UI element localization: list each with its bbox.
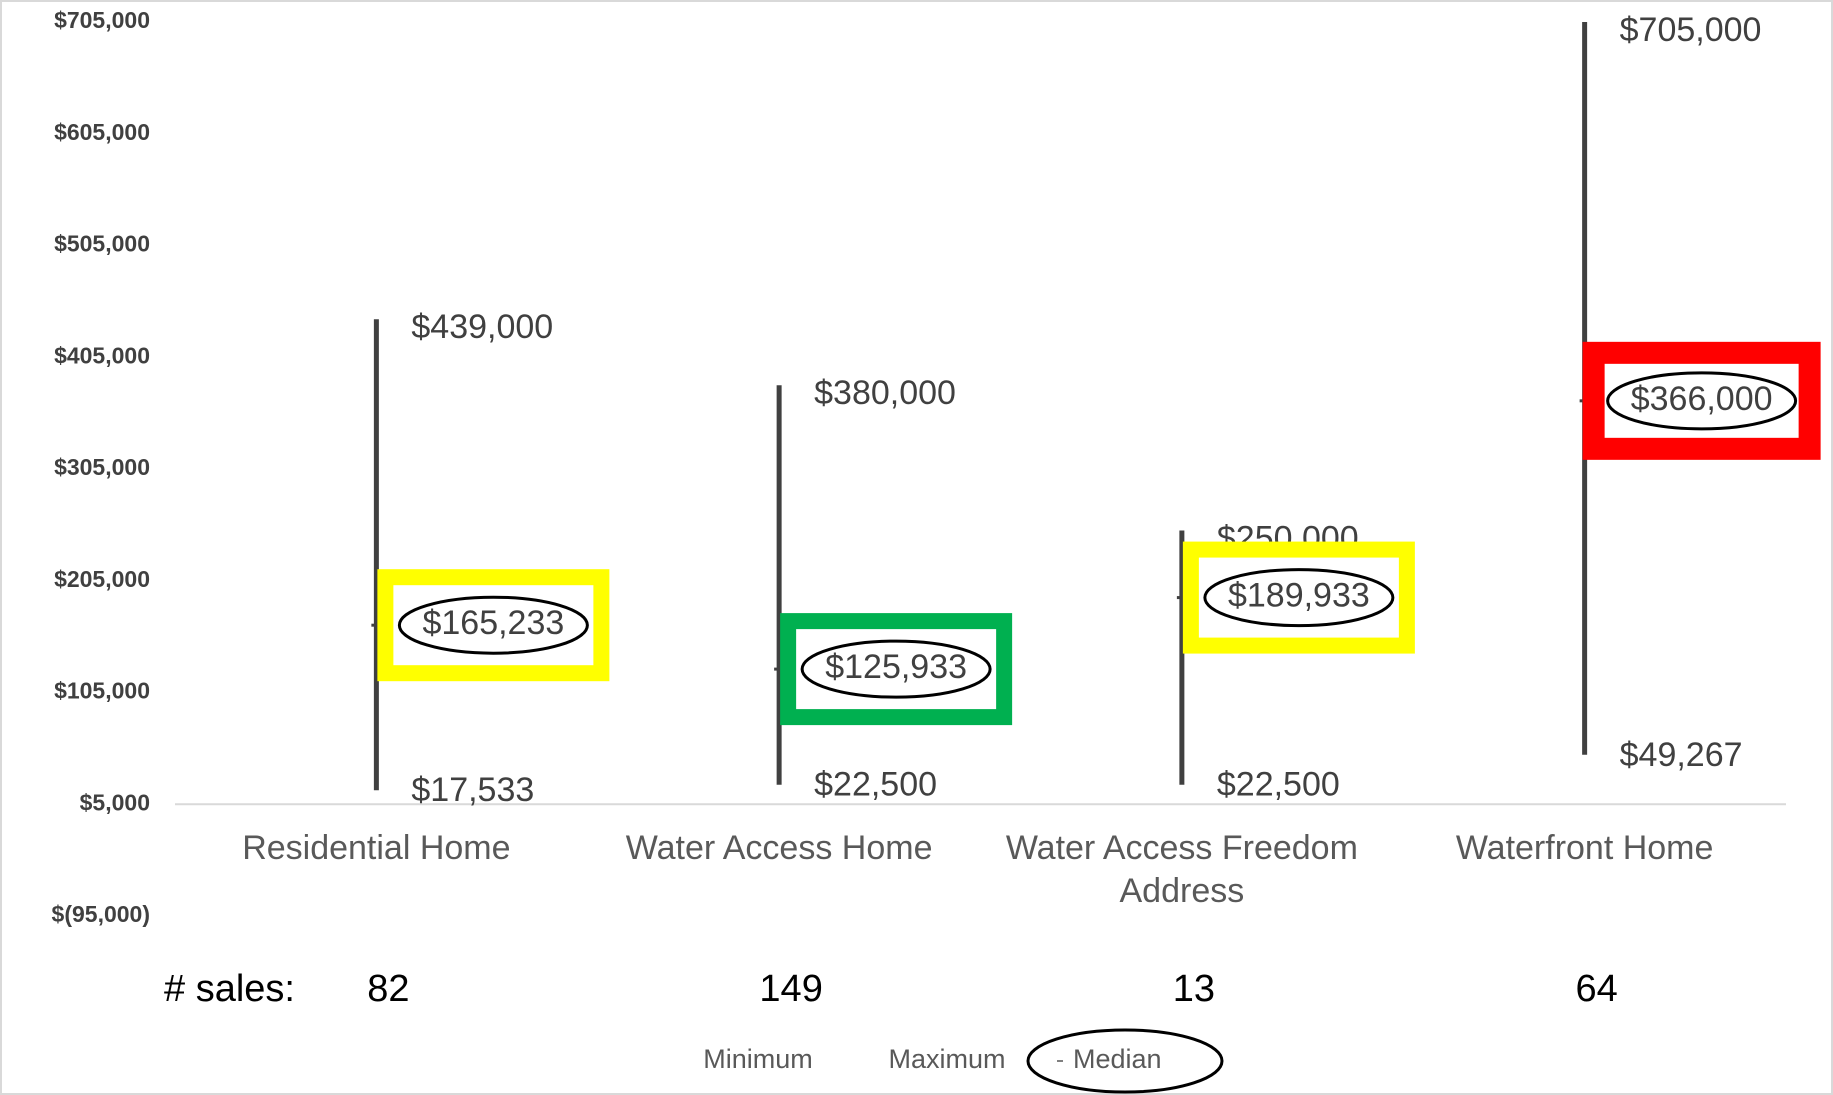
sales-count: 82	[367, 968, 409, 1010]
y-tick-label: $5,000	[80, 789, 150, 815]
y-tick-label: $105,000	[54, 678, 150, 704]
median-label: $125,933	[825, 648, 967, 686]
max-label: $380,000	[814, 374, 956, 412]
max-label: $705,000	[1620, 11, 1762, 49]
legend-label: Minimum	[703, 1044, 813, 1074]
y-tick-label: $405,000	[54, 342, 150, 368]
x-tick-label: Water Access Freedom Address	[1006, 829, 1358, 910]
y-tick-label: $305,000	[54, 454, 150, 480]
x-tick-label: Water Access Home	[626, 829, 933, 867]
y-tick-label: $605,000	[54, 119, 150, 145]
x-tick-label: Residential Home	[242, 829, 510, 867]
median-ellipse	[1203, 568, 1395, 628]
y-tick-label: $705,000	[54, 7, 150, 33]
median-label: $189,933	[1228, 577, 1370, 615]
min-label: $49,267	[1620, 736, 1743, 774]
median-ellipse	[397, 595, 589, 655]
sales-count: 13	[1173, 968, 1215, 1010]
highlight-box	[1182, 541, 1415, 654]
median-ellipse	[800, 639, 992, 699]
median-label: $165,233	[422, 604, 564, 642]
sales-count: 64	[1575, 968, 1617, 1010]
sales-label: # sales:	[164, 968, 295, 1010]
legend-label: Maximum	[888, 1044, 1005, 1074]
median-label: $366,000	[1631, 380, 1773, 418]
sales-count: 149	[759, 968, 822, 1010]
y-tick-label: $205,000	[54, 566, 150, 592]
min-label: $22,500	[1217, 766, 1340, 804]
highlight-box	[780, 613, 1013, 726]
highlight-box	[1582, 341, 1821, 460]
legend-label: Median	[1073, 1044, 1162, 1074]
median-ellipse	[1606, 371, 1798, 431]
x-tick-label: Waterfront Home	[1456, 829, 1714, 867]
legend-ellipse	[1026, 1028, 1224, 1094]
y-tick-label: $505,000	[54, 231, 150, 257]
highlight-box	[377, 569, 610, 682]
max-label: $439,000	[411, 308, 553, 346]
y-tick-label: $(95,000)	[52, 901, 150, 927]
min-label: $22,500	[814, 766, 937, 804]
min-label: $17,533	[411, 771, 534, 809]
